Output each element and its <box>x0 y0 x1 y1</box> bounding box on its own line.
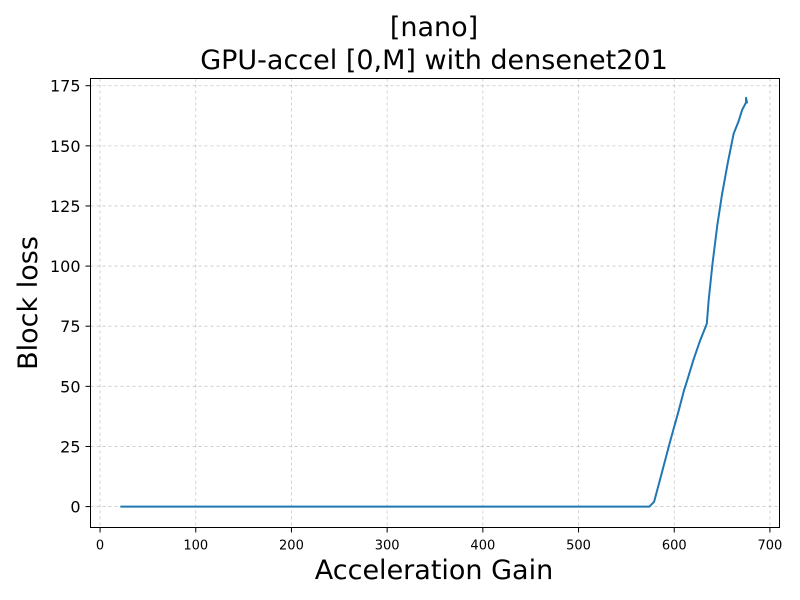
x-tick-label: 100 <box>183 539 208 554</box>
y-tick-label: 0 <box>70 498 80 517</box>
y-axis-ticks: 0 25 50 75 100 125 150 175 <box>50 77 91 517</box>
x-tick-label: 300 <box>375 539 400 554</box>
y-tick-label: 175 <box>50 77 81 96</box>
x-axis-ticks: 0 100 200 300 400 500 600 700 <box>96 527 783 554</box>
series-line-1 <box>120 96 748 508</box>
plot-frame <box>90 78 780 528</box>
x-tick-label: 700 <box>758 539 783 554</box>
chart-title-line1: [nano] <box>390 12 478 43</box>
x-tick-label: 400 <box>470 539 495 554</box>
x-axis-label: Acceleration Gain <box>315 555 553 586</box>
series-layer <box>120 96 748 508</box>
x-tick-label: 200 <box>279 539 304 554</box>
y-tick-label: 150 <box>50 137 81 156</box>
grid-lines <box>90 78 780 528</box>
y-tick-label: 75 <box>60 317 80 336</box>
x-tick-label: 0 <box>96 539 104 554</box>
y-tick-label: 50 <box>60 377 80 396</box>
y-axis-label: Block loss <box>13 236 44 370</box>
y-tick-label: 125 <box>50 197 81 216</box>
x-tick-label: 500 <box>566 539 591 554</box>
y-tick-label: 100 <box>50 257 81 276</box>
x-tick-label: 600 <box>662 539 687 554</box>
y-tick-label: 25 <box>60 437 80 456</box>
chart-title-line2: GPU-accel [0,M] with densenet201 <box>200 45 668 76</box>
